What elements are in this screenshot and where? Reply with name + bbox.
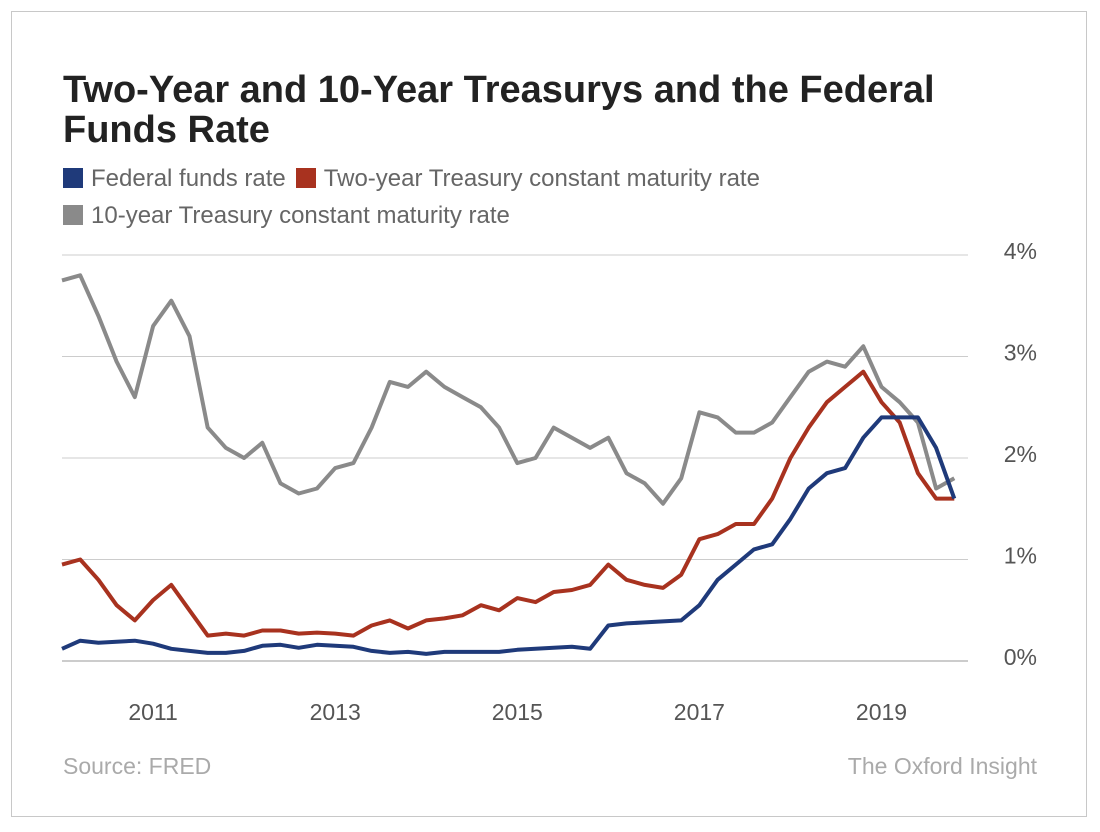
y-tick-label: 0% <box>1004 644 1037 670</box>
series-line <box>61 369 955 638</box>
y-tick-label: 1% <box>1004 543 1037 569</box>
credit: The Oxford Insight <box>848 753 1038 779</box>
y-tick-label: 4% <box>1004 238 1037 264</box>
x-tick-label: 2015 <box>492 699 543 725</box>
x-tick-label: 2017 <box>674 699 725 725</box>
series-line <box>61 273 956 506</box>
legend-label: 10-year Treasury constant maturity rate <box>91 202 510 229</box>
chart-title: Two-Year and 10-Year Treasurys and the F… <box>63 69 935 151</box>
x-tick-label: 2013 <box>310 699 361 725</box>
legend-item: 10-year Treasury constant maturity rate <box>63 197 510 234</box>
legend-label: Federal funds rate <box>91 165 286 192</box>
source: Source: FRED <box>63 753 211 779</box>
y-tick-label: 3% <box>1004 340 1037 366</box>
legend-label: Two-year Treasury constant maturity rate <box>323 165 760 192</box>
x-tick-label: 2019 <box>856 699 907 725</box>
legend-item: Two-year Treasury constant maturity rate <box>295 160 760 197</box>
x-tick-label: 2011 <box>128 699 177 725</box>
y-tick-label: 2% <box>1004 441 1037 467</box>
legend-item: Federal funds rate <box>63 160 286 197</box>
legend-swatch <box>63 205 83 225</box>
legend: Federal funds rate Two-year Treasury cons… <box>63 160 963 234</box>
series-line <box>61 415 957 656</box>
legend-swatch <box>295 168 316 188</box>
legend-swatch <box>63 168 83 188</box>
frame <box>11 11 1087 817</box>
